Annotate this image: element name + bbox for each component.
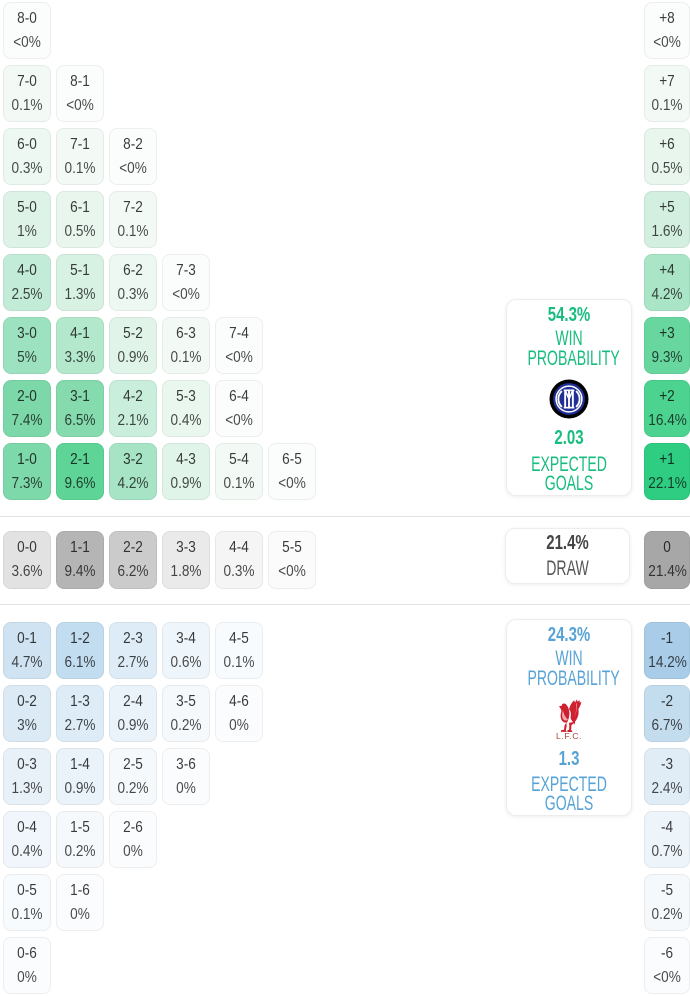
svg-text:L.F.C.: L.F.C. xyxy=(556,731,582,741)
